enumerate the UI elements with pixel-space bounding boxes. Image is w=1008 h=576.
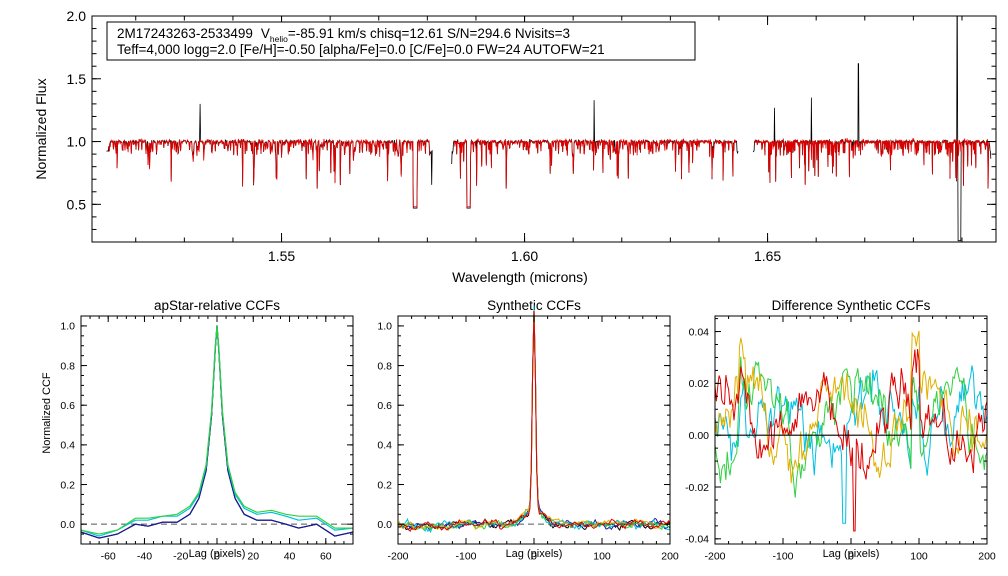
- x-tick-label: 0: [214, 551, 220, 563]
- x-tick-label: -200: [704, 551, 725, 563]
- observed-spectrum-chip-3: [752, 16, 992, 242]
- info-line-1: 2M17243263-2533499 Vhelio=-85.91 km/s chi…: [117, 26, 570, 44]
- y-tick-label: 0.5: [67, 196, 87, 212]
- model-spectrum-chip-2: [453, 138, 737, 208]
- ccf-navy-line: [80, 325, 354, 539]
- info-box: [106, 21, 696, 61]
- x-tick-label: 100: [593, 551, 611, 563]
- apstar-ccf-title: apStar-relative CCFs: [154, 298, 280, 313]
- x-tick-label: 0: [848, 551, 854, 563]
- y-tick-label: 1.5: [67, 71, 87, 87]
- y-tick-label: 0.8: [60, 360, 75, 372]
- synthetic-ccf-xlabel: Lag (pixels): [506, 548, 563, 560]
- y-tick-label: 1.0: [377, 321, 392, 333]
- difference-ccf-title: Difference Synthetic CCFs: [772, 298, 931, 313]
- y-tick-label: 0.2: [377, 479, 392, 491]
- synthetic-ccf-series-5: [397, 310, 671, 531]
- spectrum-xlabel: Wavelength (microns): [452, 269, 588, 285]
- synthetic-ccf-series-3: [397, 305, 671, 534]
- vhelio-subscript: helio: [270, 34, 288, 44]
- ccf-green-line: [80, 325, 353, 535]
- x-tick-label: -100: [455, 551, 476, 563]
- difference-ccf-series-3: [715, 330, 987, 484]
- model-spectrum-chip-1: [108, 137, 431, 208]
- y-tick-label: 0.4: [377, 440, 392, 452]
- synthetic-ccf-ticks: -200 -100 0 100 200 0.0 0.2 0.4 0.6 0.8 1.0: [377, 315, 679, 563]
- difference-ccf-series-4: [715, 348, 987, 532]
- apstar-ccf-lines: [80, 325, 354, 539]
- y-tick-label: 0.00: [689, 430, 710, 442]
- difference-ccf-panel: Difference Synthetic CCFs -200 -100 0 100 20…: [685, 298, 996, 563]
- x-tick-label: 1.60: [511, 248, 538, 264]
- apstar-ccf-ylabel: Normalized CCF: [41, 372, 53, 454]
- spectrum-ylabel: Normalized Flux: [33, 78, 49, 179]
- y-tick-label: -0.02: [685, 482, 709, 494]
- difference-ccf-ticks: -200 -100 0 100 200 -0.04 -0.02 0.00 0.02 0.04: [685, 316, 996, 563]
- apstar-ccf-ticks: -60 -40 -20 0 20 40 60 0.0 0.2 0.4 0.6 0.8 1.0: [60, 315, 354, 563]
- y-tick-label: 0.04: [689, 326, 710, 338]
- x-tick-label: 1.55: [268, 248, 295, 264]
- synthetic-ccf-series-4: [397, 310, 671, 532]
- difference-ccf-lines: [715, 330, 987, 532]
- y-tick-label: 0.02: [689, 378, 710, 390]
- apstar-ccf-panel: apStar-relative CCFs -60 -40 -20 0 20 40 60 0.0…: [41, 298, 354, 563]
- spectrum-lines: [106, 16, 992, 242]
- x-tick-label: -40: [137, 551, 152, 563]
- info-line-2: Teff=4,000 logg=2.0 [Fe/H]=-0.50 [alpha/…: [117, 42, 605, 57]
- ccf-cyan-line: [80, 325, 354, 537]
- y-tick-label: 0.4: [60, 440, 75, 452]
- x-tick-label: -60: [101, 551, 116, 563]
- synthetic-ccf-panel: Synthetic CCFs -200 -100 0 100 2000.00.20.40…: [377, 298, 679, 563]
- x-tick-label: 200: [978, 551, 996, 563]
- difference-ccf-xlabel: Lag (pixels): [823, 548, 880, 560]
- x-tick-label: 60: [320, 551, 332, 563]
- observed-spectrum-chip-2: [451, 100, 739, 209]
- synthetic-ccf-series-6: [397, 310, 671, 533]
- spectrum-ticks: 1.55 1.60 1.65 0.5 1.0 1.5 2.0: [67, 8, 996, 264]
- x-tick-label: -20: [173, 551, 188, 563]
- difference-ccf-series-2: [715, 356, 987, 498]
- ccf-black-line: [80, 325, 354, 539]
- model-spectrum-chip-3: [754, 137, 990, 189]
- synthetic-ccf-series-2: [397, 309, 671, 531]
- x-tick-label: 40: [284, 551, 296, 563]
- x-tick-label: 20: [247, 551, 259, 563]
- y-tick-label: 0.6: [377, 400, 392, 412]
- y-tick-label: 0.2: [60, 479, 75, 491]
- y-tick-label: 2.0: [67, 8, 87, 24]
- y-tick-label: 0.0: [377, 519, 392, 531]
- x-tick-label: -200: [387, 551, 408, 563]
- synthetic-ccf-series-1: [397, 309, 671, 531]
- y-tick-label: 1.0: [67, 134, 87, 150]
- spectrum-panel: 1.55 1.60 1.65 0.5 1.0 1.5 2.0 2M17243263-2533…: [33, 8, 997, 285]
- observed-spectrum-chip-1: [106, 103, 433, 209]
- apstar-ccf-frame: [80, 315, 354, 545]
- synthetic-ccf-lines: [397, 305, 671, 534]
- x-tick-label: -100: [772, 551, 793, 563]
- y-tick-label: 0.8: [377, 360, 392, 372]
- y-tick-label: -0.04: [685, 534, 709, 546]
- y-tick-label: 0.6: [60, 400, 75, 412]
- apstar-ccf-xlabel: Lag (pixels): [189, 548, 246, 560]
- y-tick-label: 0.0: [60, 519, 75, 531]
- x-tick-label: 100: [910, 551, 928, 563]
- info-line-1-rest: =-85.91 km/s chisq=12.61 S/N=294.6 Nvisi…: [288, 26, 570, 41]
- x-tick-label: 200: [661, 551, 679, 563]
- x-tick-label: 1.65: [754, 248, 781, 264]
- synthetic-ccf-frame: [397, 315, 671, 545]
- x-tick-label: 0: [531, 551, 537, 563]
- vhelio-label: V: [261, 26, 270, 41]
- star-id: 2M17243263-2533499: [117, 26, 253, 41]
- difference-ccf-series-1: [715, 365, 987, 524]
- y-tick-label: 1.0: [60, 321, 75, 333]
